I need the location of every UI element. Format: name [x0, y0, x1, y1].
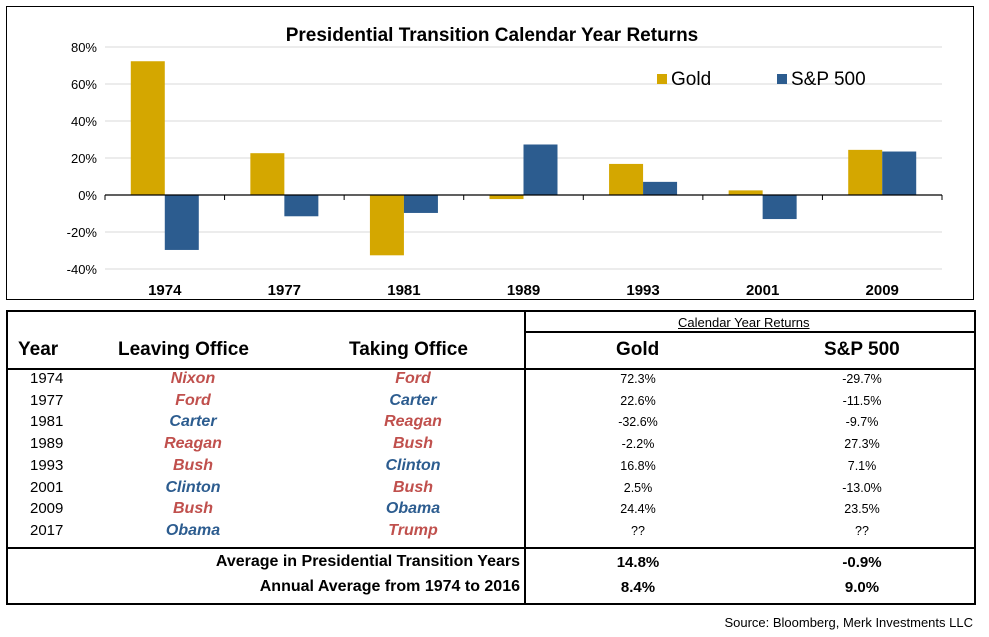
row-taking-president: Bush	[393, 435, 433, 453]
row-gold-return: 72.3%	[620, 372, 656, 386]
legend-label: Gold	[671, 69, 711, 90]
row-gold-return: 24.4%	[620, 502, 656, 517]
averages-divider	[524, 548, 526, 603]
gold-bar	[250, 153, 285, 195]
row-gold-return: 2.5%	[623, 480, 653, 495]
avg-transition-sp500: -0.9%	[842, 554, 882, 571]
gold-bar	[728, 190, 763, 195]
column-divider	[524, 312, 526, 548]
row-sp500-return: -9.7%	[845, 415, 879, 430]
y-tick-label: -40%	[67, 262, 98, 277]
row-gold-return: 22.6%	[620, 393, 656, 408]
row-leaving-president: Bush	[173, 456, 213, 474]
row-year: 2009	[30, 500, 64, 518]
row-year: 2001	[30, 478, 64, 496]
row-year: 2017	[30, 521, 64, 539]
row-taking-president: Reagan	[384, 413, 442, 431]
averages-rule	[8, 547, 974, 549]
sp500-bar	[403, 195, 438, 213]
sp500-bar	[643, 181, 678, 195]
row-leaving-president: Bush	[173, 500, 213, 518]
x-tick-label: 2001	[746, 282, 779, 298]
gold-bar	[848, 149, 883, 195]
sp500-bar	[882, 151, 917, 195]
header-taking-office: Taking Office	[349, 339, 468, 360]
row-taking-president: Carter	[389, 391, 437, 409]
returns-table: Calendar Year Returns Year Leaving Offic…	[6, 310, 976, 605]
y-tick-label: 60%	[71, 77, 97, 92]
sp500-bar	[523, 144, 558, 195]
row-year: 1977	[30, 391, 64, 409]
header-sp500: S&P 500	[824, 339, 900, 360]
avg-annual-gold: 8.4%	[620, 579, 656, 596]
sp500-bar	[762, 195, 797, 220]
row-sp500-return: 27.3%	[844, 437, 880, 452]
gold-bar	[369, 195, 404, 256]
row-sp500-return: -29.7%	[842, 372, 882, 386]
group-header: Calendar Year Returns	[678, 315, 810, 330]
y-tick-label: 20%	[71, 151, 97, 166]
row-leaving-president: Clinton	[165, 478, 221, 496]
x-tick-label: 1977	[268, 282, 301, 298]
header-year: Year	[18, 339, 59, 360]
legend-swatch	[657, 74, 667, 84]
row-sp500-return: -11.5%	[842, 393, 882, 408]
row-taking-president: Obama	[385, 500, 441, 518]
legend-swatch	[777, 74, 787, 84]
x-tick-label: 1981	[387, 282, 420, 298]
row-year: 1981	[30, 413, 64, 431]
row-leaving-president: Nixon	[170, 370, 216, 387]
row-sp500-return: ??	[855, 523, 869, 538]
bar-chart: Presidential Transition Calendar Year Re…	[67, 25, 943, 298]
header-leaving-office: Leaving Office	[118, 339, 249, 360]
y-tick-label: -20%	[67, 225, 98, 240]
y-tick-label: 0%	[78, 188, 97, 203]
avg-annual-sp500: 9.0%	[844, 579, 880, 596]
row-taking-president: Bush	[393, 478, 433, 496]
sp500-bar	[284, 195, 319, 217]
gold-bar	[609, 163, 644, 195]
gold-bar	[130, 61, 165, 196]
chart-title: Presidential Transition Calendar Year Re…	[286, 25, 699, 46]
row-taking-president: Clinton	[385, 456, 441, 474]
y-tick-label: 80%	[71, 40, 97, 55]
row-taking-president: Ford	[395, 370, 431, 387]
sp500-bar	[164, 195, 199, 250]
row-gold-return: -32.6%	[618, 415, 658, 430]
avg-annual-label: Annual Average from 1974 to 2016	[259, 578, 520, 595]
row-gold-return: 16.8%	[620, 458, 656, 473]
row-leaving-president: Reagan	[164, 435, 222, 453]
avg-transition-label: Average in Presidential Transition Years	[215, 553, 520, 570]
row-year: 1993	[30, 456, 64, 474]
row-sp500-return: -13.0%	[842, 480, 882, 495]
row-sp500-return: 7.1%	[847, 458, 877, 473]
row-taking-president: Trump	[388, 521, 438, 539]
row-year: 1989	[30, 435, 64, 453]
legend-label: S&P 500	[791, 69, 866, 90]
gold-bar	[489, 195, 524, 200]
x-tick-label: 1989	[507, 282, 540, 298]
row-gold-return: -2.2%	[621, 437, 655, 452]
y-tick-label: 40%	[71, 114, 97, 129]
group-header-rule	[524, 331, 974, 333]
header-gold: Gold	[616, 339, 660, 360]
source-note: Source: Bloomberg, Merk Investments LLC	[724, 615, 973, 630]
row-leaving-president: Carter	[169, 413, 217, 431]
row-year: 1974	[30, 370, 64, 387]
x-tick-label: 2009	[866, 282, 899, 298]
header-rule	[8, 368, 974, 370]
row-leaving-president: Obama	[165, 521, 221, 539]
x-tick-label: 1974	[148, 282, 182, 298]
row-gold-return: ??	[631, 523, 645, 538]
row-sp500-return: 23.5%	[844, 502, 880, 517]
avg-transition-gold: 14.8%	[616, 554, 660, 571]
x-tick-label: 1993	[626, 282, 659, 298]
chart-panel: Presidential Transition Calendar Year Re…	[6, 6, 974, 300]
row-leaving-president: Ford	[175, 391, 211, 409]
